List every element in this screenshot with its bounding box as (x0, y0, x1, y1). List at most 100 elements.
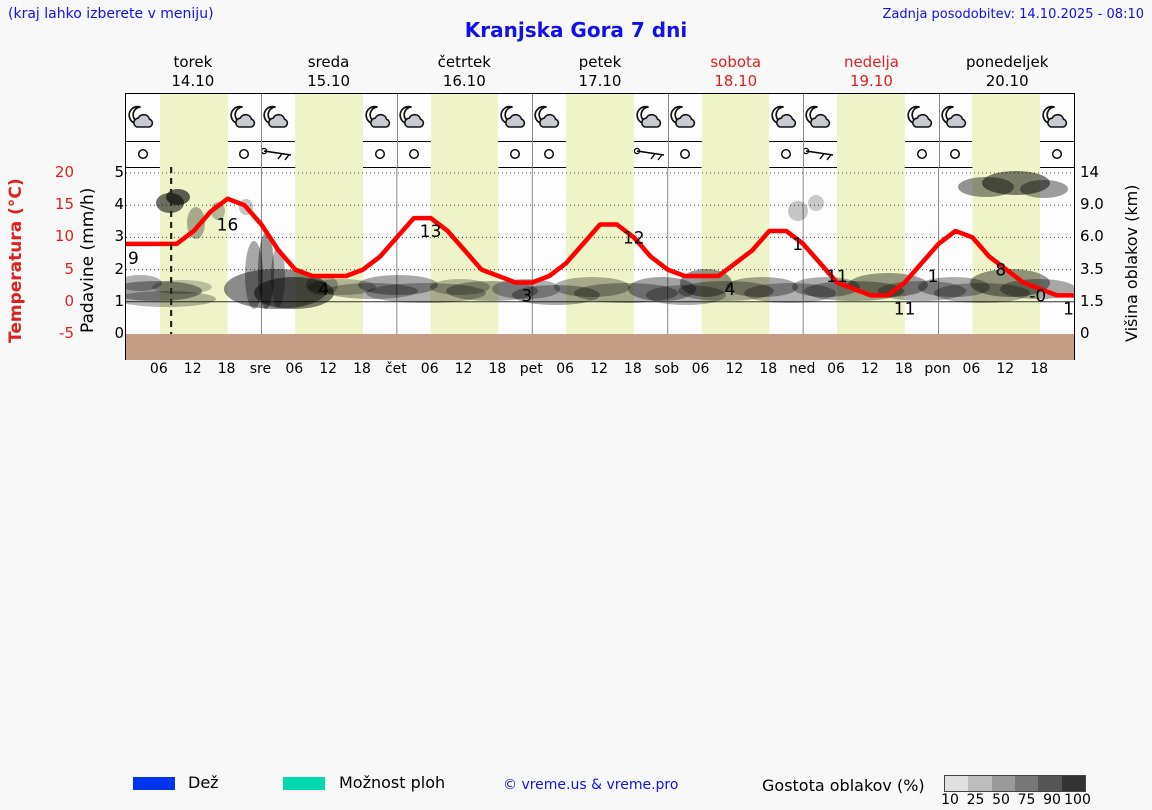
location-menu-note[interactable]: (kraj lahko izberete v meniju) (8, 6, 214, 22)
x-axis-label: 06 (962, 361, 981, 377)
temperature-value-label: 9 (128, 249, 139, 269)
x-axis-label: 18 (1030, 361, 1049, 377)
day-header-3: petek 17.10 (532, 52, 668, 92)
day-name: torek (173, 53, 213, 71)
ground-band (126, 334, 1074, 360)
cloud-density-ramp-step (968, 776, 992, 791)
day-header-band: torek 14.10 sreda 15.10 četrtek 16.10 petek 17.… (125, 52, 1075, 92)
day-separator (667, 141, 669, 167)
cloud-density-blob (126, 281, 202, 301)
daylight-shading (972, 141, 1041, 167)
daylight-shading (295, 141, 363, 167)
temperature-value-label: 10 (1063, 299, 1074, 319)
temperature-value-label: 1 (792, 235, 803, 255)
moon-cloud-icon (126, 94, 160, 141)
cloud-density-ramp-label: 25 (966, 792, 985, 808)
temperature-value-label: 4 (318, 280, 329, 300)
cloud-density-ramp-step (1014, 776, 1039, 791)
cloud-density-blob (808, 195, 824, 211)
day-date: 17.10 (578, 72, 622, 90)
daylight-shading (566, 141, 634, 167)
calm-wind-symbol (668, 141, 702, 167)
calm-wind-symbol (126, 141, 160, 167)
precipitation-axis-title: Padavine (mm/h) (78, 187, 98, 334)
cloud-height-axis-title: Višina oblakov (km) (1122, 184, 1141, 342)
cloud-density-blob (492, 279, 560, 299)
day-date: 18.10 (714, 72, 758, 90)
axis-tick-label: 14 (1080, 163, 1100, 181)
temperature-value-label: 1 (928, 267, 939, 287)
axis-tick-label: 5 (64, 259, 74, 278)
cloud-density-blob (308, 279, 376, 295)
axis-tick-label: 0 (114, 324, 124, 342)
temperature-value-label: 11 (826, 267, 848, 287)
cloud-density-ramp-label: 75 (1017, 792, 1036, 808)
copyright-link[interactable]: © vreme.us & vreme.pro (503, 777, 679, 793)
daylight-shading (430, 94, 499, 141)
axis-tick-label: 6.0 (1080, 227, 1104, 246)
wind-barb-symbol (261, 141, 295, 167)
cloud-density-blob (792, 277, 860, 297)
day-name: nedelja (843, 53, 899, 71)
x-axis-label: pet (519, 361, 543, 377)
daylight-shading (295, 167, 363, 334)
temperature-value-label: -0 (1029, 286, 1046, 306)
x-axis-label: 06 (556, 361, 575, 377)
x-axis-label: 18 (217, 361, 236, 377)
daylight-shading (159, 94, 228, 141)
day-date: 19.10 (849, 72, 893, 90)
daylight-shading (566, 94, 634, 141)
x-axis-label: 12 (996, 361, 1015, 377)
showers-color-swatch (283, 777, 325, 790)
cloud-density-ramp-step (991, 776, 1015, 791)
axis-tick-label: 0 (1080, 324, 1090, 342)
axis-tick-label: -5 (59, 324, 74, 342)
temperature-value-label: 4 (725, 280, 736, 300)
temperature-value-label: 11 (894, 299, 916, 319)
cloud-density-blob (970, 269, 1050, 297)
cloud-density-ramp-step (945, 776, 969, 791)
moon-cloud-icon (261, 94, 295, 141)
cloud-density-ramp-label: 90 (1043, 792, 1061, 808)
moon-cloud-icon (363, 94, 397, 141)
daylight-shading (701, 167, 770, 334)
day-separator (396, 94, 398, 141)
x-axis-label: 18 (623, 361, 642, 377)
cloud-height-tick-labels: 14 9.0 6.0 3.5 1.5 0 (1080, 160, 1124, 360)
cloud-density-ramp-labels: 10 25 50 75 90 100 (938, 792, 1091, 810)
calm-wind-symbol (905, 141, 939, 167)
calm-wind-symbol (1040, 141, 1074, 167)
calm-wind-symbol (769, 141, 803, 167)
cloud-density-ramp-step (1061, 776, 1085, 791)
x-axis-label: 12 (454, 361, 473, 377)
day-separator (803, 141, 805, 167)
axis-tick-label: 9.0 (1080, 195, 1104, 214)
temperature-tick-labels: 20 15 10 5 0 -5 (34, 160, 74, 360)
day-separator (532, 141, 534, 167)
day-separator (938, 141, 940, 167)
cloud-density-blob (646, 285, 726, 305)
temperature-line (126, 196, 1074, 298)
wind-barb-symbol (633, 141, 668, 167)
cloud-density-color-ramp (944, 775, 1086, 792)
x-axis-label: 18 (488, 361, 507, 377)
cloud-density-blob (152, 280, 212, 294)
day-separator (532, 94, 534, 141)
day-header-4: sobota 18.10 (668, 52, 804, 92)
wind-barb-symbol (802, 141, 837, 167)
x-axis-label: 12 (725, 361, 744, 377)
day-name: petek (578, 53, 622, 71)
day-header-1: sreda 15.10 (261, 52, 397, 92)
moon-cloud-icon (532, 94, 566, 141)
temperature-value-label: 13 (420, 222, 442, 242)
cloud-density-blob (166, 189, 190, 205)
day-name: sobota (710, 53, 762, 71)
x-axis-label: 06 (420, 361, 439, 377)
x-axis-label: 18 (894, 361, 913, 377)
daylight-shading (430, 141, 499, 167)
x-axis-label: 06 (149, 361, 168, 377)
day-name: četrtek (437, 53, 491, 71)
temperature-axis-title: Temperatura (°C) (6, 178, 26, 343)
